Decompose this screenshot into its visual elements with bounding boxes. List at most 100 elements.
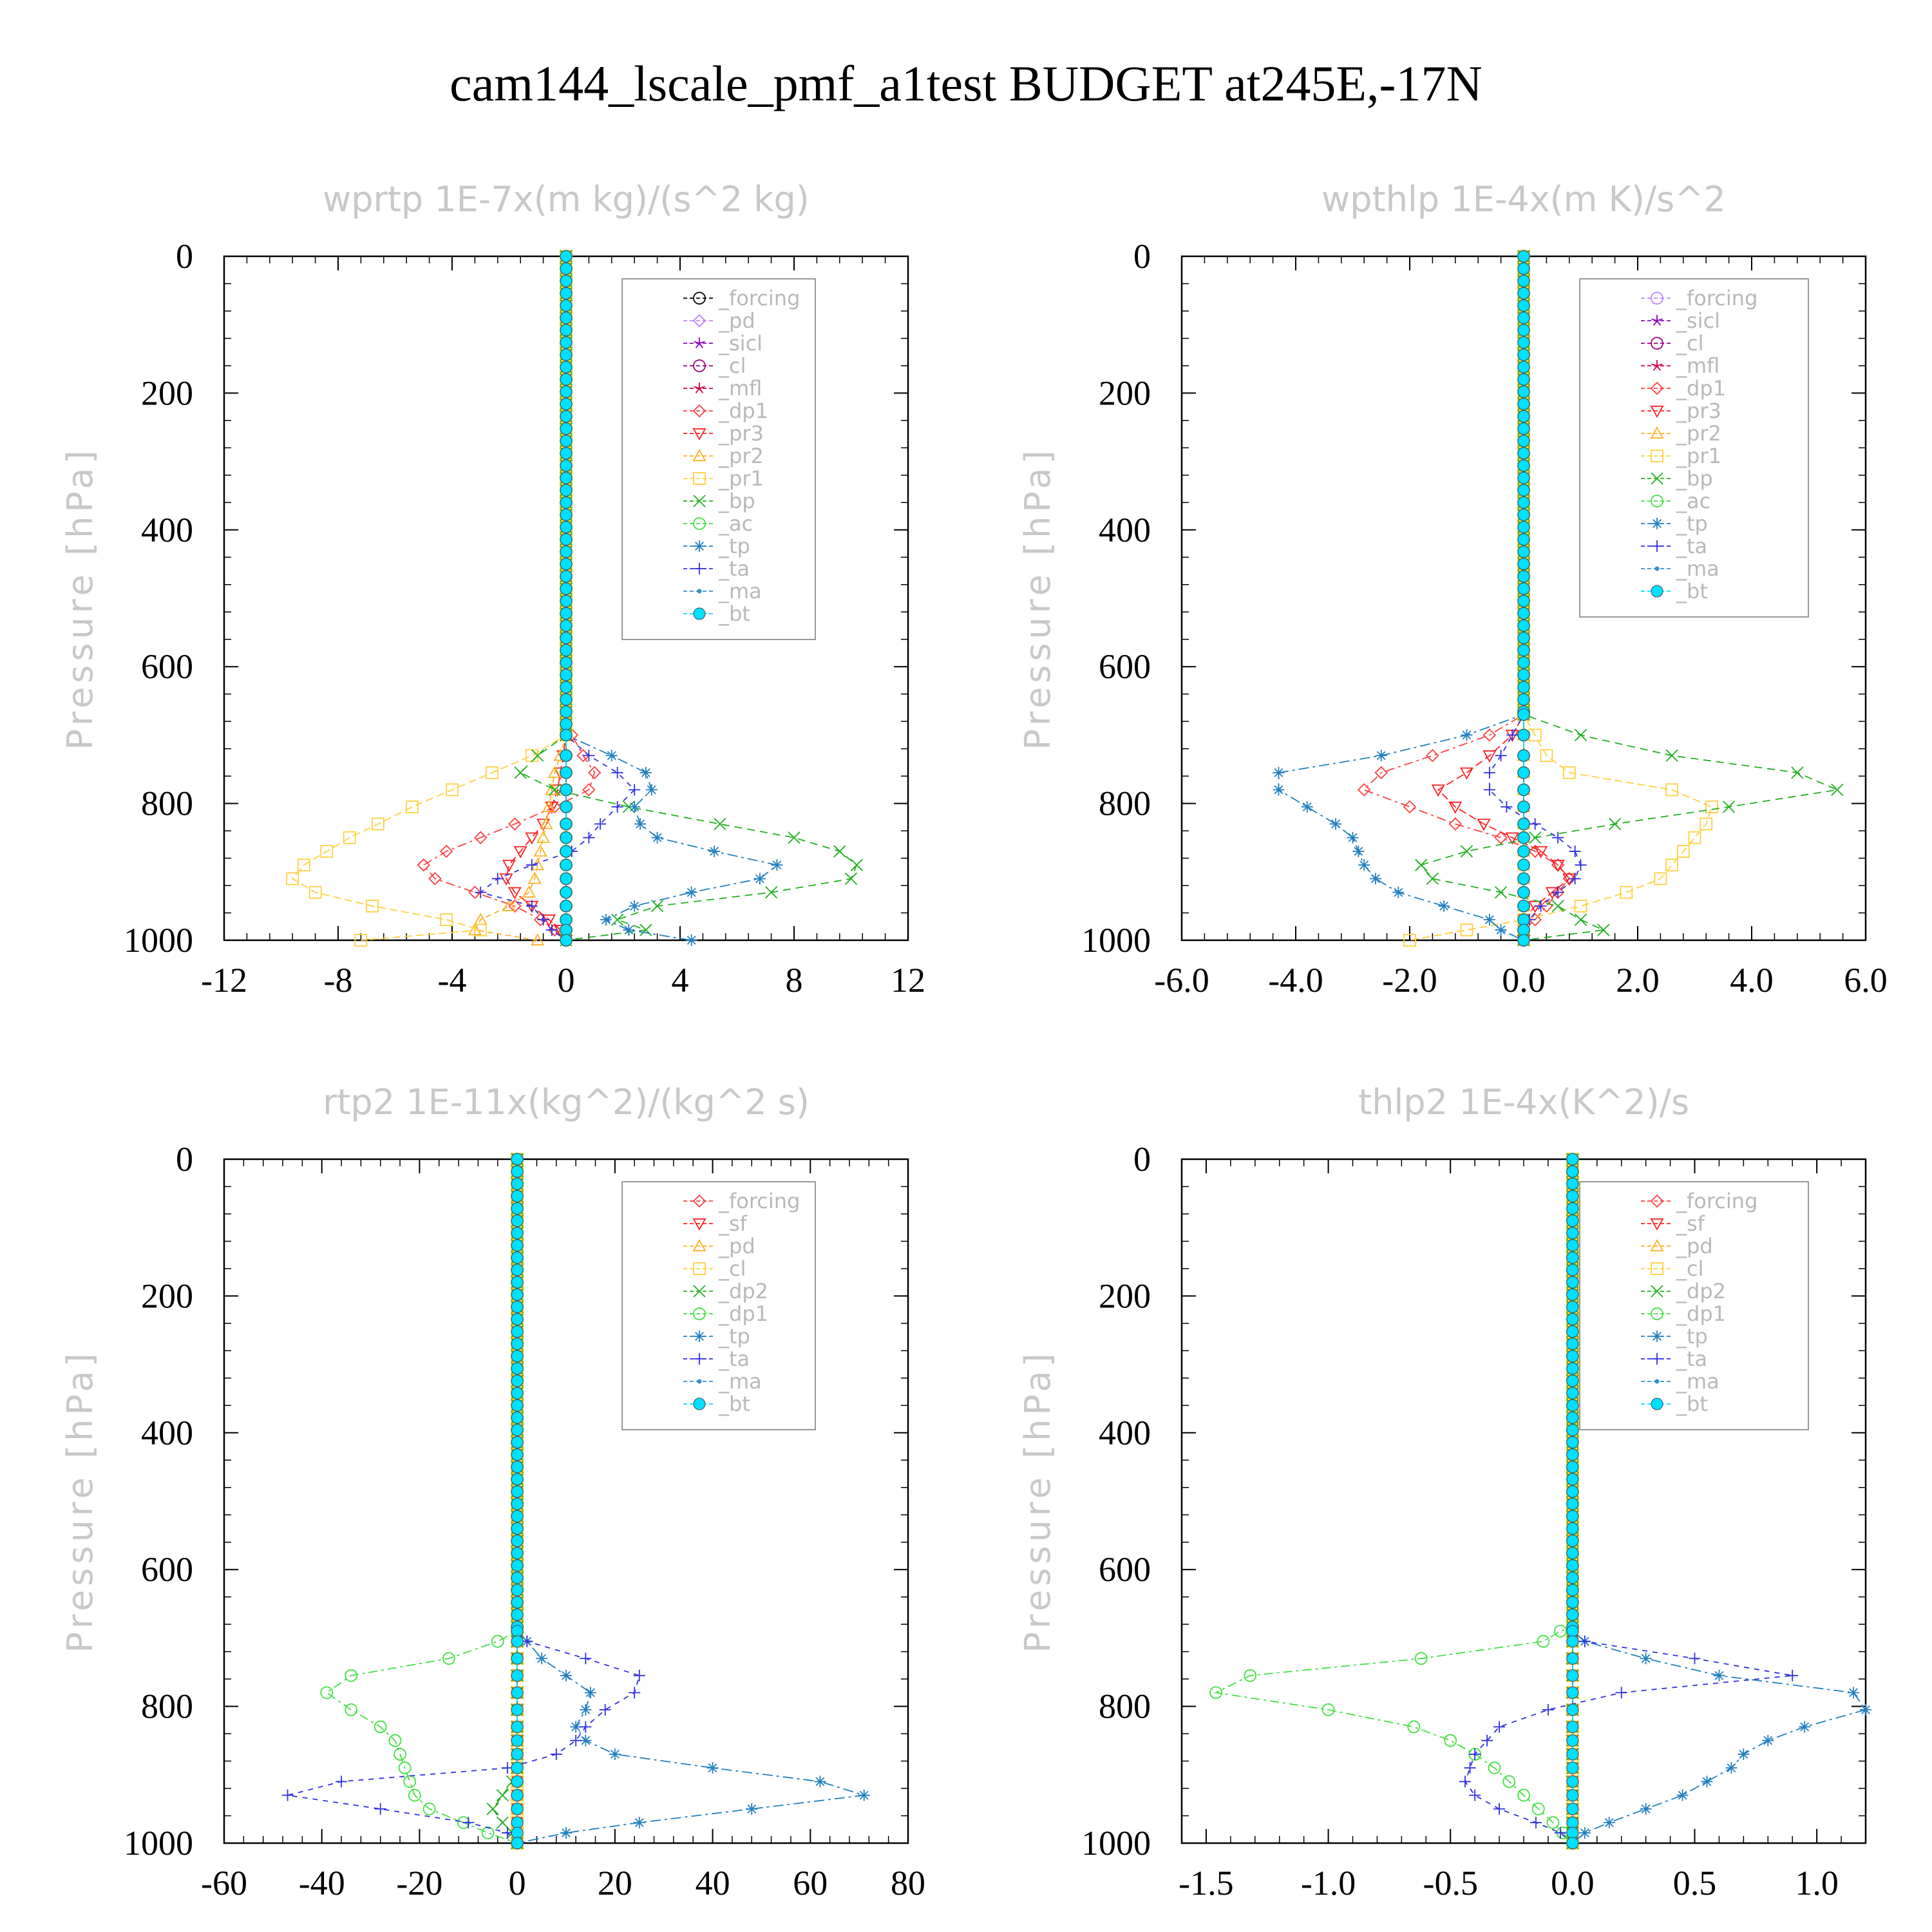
data-point [537,914,549,926]
legend-marker [693,607,706,620]
x-tick-label: -1.5 [1179,1864,1233,1902]
data-point [1566,1202,1579,1215]
x-tick-label: 80 [891,1864,925,1902]
legend-marker [1651,450,1663,462]
data-point [1415,858,1428,871]
x-tick-label: 6.0 [1844,961,1888,999]
data-point [1517,250,1530,263]
data-point [1566,1816,1579,1829]
legend-box [621,278,816,640]
data-point [1791,766,1804,779]
data-point [1831,783,1844,796]
data-point [1640,1653,1652,1665]
legend-label: _ac [1676,489,1710,513]
data-point [511,1669,524,1682]
data-point [1529,818,1541,830]
data-point [1566,1387,1579,1399]
x-tick-label: 0.0 [1551,1864,1595,1902]
data-point [1517,312,1530,325]
data-point [645,784,658,796]
legend-marker [1650,1194,1664,1208]
data-point [560,324,573,337]
data-point [1483,914,1495,926]
data-point [511,1559,524,1572]
data-point [1566,1424,1579,1437]
data-point [1358,859,1370,871]
data-point [388,1734,402,1747]
data-point [1566,1826,1579,1839]
data-point [1347,831,1359,844]
data-point [560,619,573,632]
data-point [1566,1165,1579,1178]
data-point [1615,1687,1627,1699]
x-tick-label: -20 [396,1864,442,1902]
legend-marker [693,359,706,372]
y-tick-label: 0 [1133,237,1151,276]
series-line [473,256,567,941]
y-tick-label: 1000 [124,921,193,960]
y-tick-label: 1000 [1081,1824,1151,1862]
data-point [511,1826,524,1839]
legend-label: _sf [1676,1211,1705,1236]
series-dp1 [1357,249,1577,947]
data-point [1546,1816,1560,1830]
data-point [511,1703,524,1716]
data-point [462,1817,475,1829]
y-tick-label: 400 [1099,511,1151,549]
y-tick-label: 200 [1099,1276,1151,1315]
x-tick-label: -8 [324,961,353,999]
data-point [336,1776,348,1788]
y-tick-label: 800 [141,784,193,823]
data-point [511,1652,524,1665]
series-ta [475,251,641,946]
legend-label: _bt [1676,1392,1708,1416]
data-point [511,1239,524,1252]
data-point [1566,1227,1579,1240]
data-point [584,1687,596,1699]
legend-marker [1651,495,1663,507]
data-point [560,570,573,583]
legend-label: _pd [718,308,755,333]
data-point [1566,1436,1579,1449]
data-point [1517,594,1530,607]
data-point [560,728,573,741]
data-point [398,1761,412,1775]
data-point [560,397,573,410]
data-point [1460,845,1473,858]
data-point [560,749,573,762]
data-point [1860,1703,1871,1716]
data-point [1407,1720,1421,1734]
data-point [1517,447,1530,460]
data-point [560,913,573,926]
y-axis-label: Pressure [hPa] [60,1349,100,1653]
data-point [511,1461,524,1473]
legend-label: _forcing [718,1189,800,1213]
data-point [582,783,596,797]
data-point [560,312,573,325]
data-point [1426,872,1439,886]
data-point [1459,767,1474,780]
data-point [560,1669,572,1681]
data-point [1469,1789,1481,1801]
data-point [634,818,647,830]
data-point [753,873,766,885]
y-tick-label: 200 [141,374,193,412]
data-point [629,784,641,796]
data-point [486,1803,499,1815]
data-point [1566,1510,1579,1522]
data-point [428,872,442,886]
data-point [1566,1596,1579,1609]
data-point [1506,729,1519,741]
data-point [502,899,516,911]
legend-label: _forcing [718,286,800,310]
data-point [1566,1559,1579,1572]
y-tick-label: 1000 [124,1824,193,1862]
data-point [1495,924,1507,936]
data-point [1566,1734,1579,1747]
data-point [560,447,573,460]
data-point [651,831,663,844]
y-tick-label: 400 [141,511,193,549]
data-point [1535,900,1547,912]
data-point [1494,886,1508,899]
